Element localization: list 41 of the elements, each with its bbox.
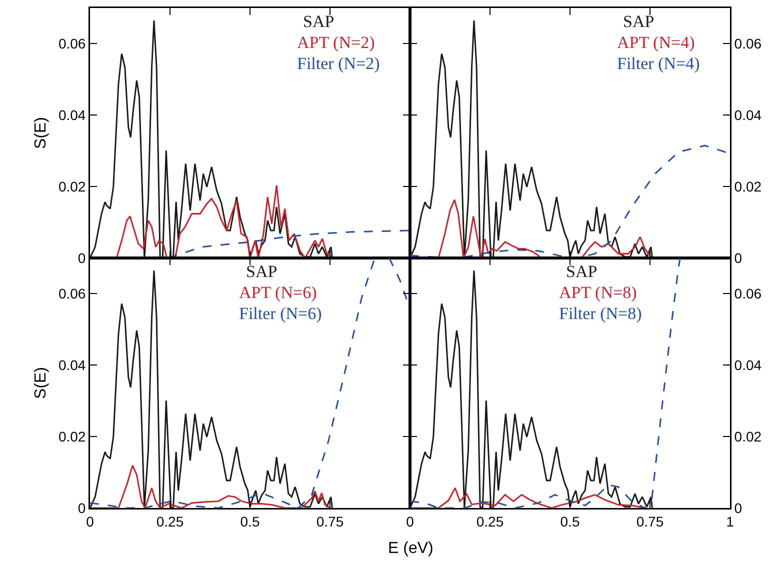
x-tick-label: 1: [726, 513, 734, 530]
x-tick-label: 0.75: [316, 513, 344, 530]
y-tick-label: 0: [78, 500, 86, 516]
text: APT (N=4): [617, 33, 695, 52]
y-tick-label: 0: [734, 250, 742, 266]
x-tick-label: 0.75: [636, 513, 664, 530]
y-axis-title: S(E): [32, 367, 50, 399]
line-series: [90, 464, 331, 508]
y-tick-label: 0.06: [734, 286, 762, 302]
y-tick-label: 0.02: [58, 428, 86, 444]
x-tick-label: 0.25: [156, 513, 184, 530]
series-label: Filter (N=6): [239, 304, 322, 323]
text: APT (N=6): [239, 283, 317, 302]
y-tick-label: 0.04: [734, 107, 762, 124]
text: Filter (N=4): [617, 54, 700, 73]
x-tick-label: 0: [406, 513, 414, 530]
y-tick-label: 0.04: [734, 357, 762, 374]
line-series: [410, 487, 646, 508]
y-tick-label: 0.02: [58, 178, 86, 194]
text: SAP: [246, 262, 278, 281]
y-tick-label: 0.06: [734, 36, 762, 52]
y-tick-label: 0.06: [58, 286, 86, 302]
x-tick-label: 0.25: [476, 513, 504, 530]
text: SAP: [303, 12, 334, 31]
y-tick-label: 0.04: [58, 357, 86, 374]
series-label: Filter (N=8): [559, 304, 642, 323]
text: APT (N=8): [559, 283, 637, 302]
text: SAP: [623, 12, 654, 31]
text: Filter (N=2): [297, 54, 380, 73]
text: SAP: [566, 262, 598, 281]
y-tick-label: 0.06: [58, 36, 86, 52]
x-tick-label: 0.5: [240, 513, 260, 530]
x-axis-title: E (eV): [388, 540, 434, 557]
y-tick-label: 0.02: [734, 178, 762, 194]
y-axis-title: S(E): [32, 117, 50, 149]
x-tick-label: 0.5: [560, 513, 580, 530]
y-tick-label: 0.02: [734, 428, 762, 444]
y-tick-label: 0: [734, 500, 742, 516]
y-tick-label: 0.04: [58, 107, 86, 124]
y-tick-label: 0: [78, 250, 86, 266]
text: APT (N=2): [297, 33, 375, 52]
